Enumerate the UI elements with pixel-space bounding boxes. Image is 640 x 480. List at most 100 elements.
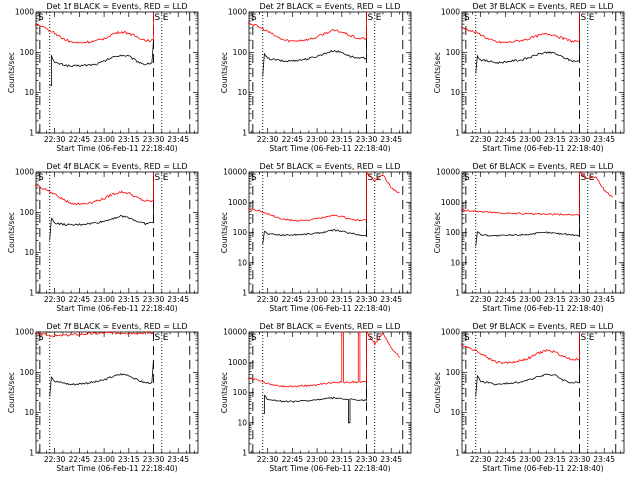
y-axis-label: Counts/sec xyxy=(220,372,229,413)
y-tick-label: 10 xyxy=(237,88,247,97)
y-tick-label: 1000 xyxy=(15,168,34,177)
x-tick-label: 23:15 xyxy=(118,135,140,144)
x-tick-label: 23:15 xyxy=(331,135,353,144)
x-tick-label: 23:45 xyxy=(167,295,189,304)
marker-e: E xyxy=(589,13,595,23)
x-tick-label: 23:15 xyxy=(118,455,140,464)
lld-series-line xyxy=(460,12,580,44)
y-tick-label: 100 xyxy=(20,208,35,217)
x-tick-label: 22:30 xyxy=(470,295,492,304)
marker-s: S xyxy=(155,173,161,183)
y-tick-label: 100 xyxy=(233,388,248,397)
x-tick-label: 22:45 xyxy=(69,135,91,144)
plot-frame xyxy=(461,11,625,134)
marker-s: S xyxy=(38,173,44,183)
x-tick-label: 23:15 xyxy=(544,135,566,144)
marker-s: S xyxy=(155,333,161,343)
y-tick-label: 10 xyxy=(450,88,460,97)
marker-e: E xyxy=(376,13,382,23)
y-tick-label: 100 xyxy=(233,228,248,237)
panel-5: Det 5f BLACK = Events, RED = LLD 1 10 100 10… xyxy=(220,162,412,313)
x-tick-label: 23:30 xyxy=(356,135,378,144)
events-series-line xyxy=(475,172,580,247)
panel-title: Det 9f BLACK = Events, RED = LLD xyxy=(472,322,613,331)
x-tick-label: 23:15 xyxy=(331,455,353,464)
events-series-line xyxy=(49,40,154,86)
x-tick-label: 23:30 xyxy=(569,455,591,464)
marker-s: S xyxy=(38,13,44,23)
lld-series-line xyxy=(460,171,613,216)
x-axis-label: Start Time (06-Feb-11 22:18:40) xyxy=(56,144,177,153)
y-tick-label: 10 xyxy=(24,408,34,417)
y-tick-label: 1 xyxy=(29,289,34,298)
marker-s: S xyxy=(464,173,470,183)
x-axis-label: Start Time (06-Feb-11 22:18:40) xyxy=(269,304,390,313)
panel-2: Det 2f BLACK = Events, RED = LLD 1 10 100 10… xyxy=(220,2,412,153)
x-axis-label: Start Time (06-Feb-11 22:18:40) xyxy=(56,464,177,473)
x-axis-label: Start Time (06-Feb-11 22:18:40) xyxy=(269,144,390,153)
x-tick-label: 23:15 xyxy=(118,295,140,304)
panel-1: Det 1f BLACK = Events, RED = LLD 1 10 100 10… xyxy=(7,2,199,153)
x-tick-label: 23:00 xyxy=(306,135,328,144)
x-tick-label: 22:45 xyxy=(282,135,304,144)
marker-s: S xyxy=(251,173,257,183)
y-tick-label: 1000 xyxy=(15,328,34,337)
marker-s: S xyxy=(464,333,470,343)
y-tick-label: 10000 xyxy=(223,168,247,177)
x-tick-label: 23:30 xyxy=(356,455,378,464)
x-tick-label: 23:30 xyxy=(143,295,165,304)
x-tick-label: 23:30 xyxy=(356,295,378,304)
lld-series-line xyxy=(247,12,367,43)
lld-series-line xyxy=(247,331,400,388)
plot-frame xyxy=(461,331,625,454)
x-tick-label: 22:45 xyxy=(495,135,517,144)
y-tick-label: 100 xyxy=(446,48,461,57)
marker-s: S xyxy=(581,173,587,183)
x-tick-label: 23:45 xyxy=(593,135,615,144)
y-tick-label: 10 xyxy=(24,88,34,97)
marker-s: S xyxy=(251,333,257,343)
marker-e: E xyxy=(163,13,169,23)
events-series-line xyxy=(475,12,580,74)
y-tick-label: 10 xyxy=(237,258,247,267)
marker-s: S xyxy=(38,333,44,343)
y-tick-label: 100 xyxy=(20,48,35,57)
marker-e: E xyxy=(589,333,595,343)
y-tick-label: 1000 xyxy=(15,8,34,17)
x-tick-label: 23:45 xyxy=(167,135,189,144)
y-axis-label: Counts/sec xyxy=(7,52,16,93)
y-tick-label: 1 xyxy=(455,129,460,138)
x-tick-label: 23:00 xyxy=(519,135,541,144)
x-tick-label: 22:30 xyxy=(257,295,279,304)
y-axis-label: Counts/sec xyxy=(220,52,229,93)
x-axis-label: Start Time (06-Feb-11 22:18:40) xyxy=(482,144,603,153)
x-tick-label: 22:45 xyxy=(495,295,517,304)
lld-series-line xyxy=(34,12,154,44)
y-axis-label: Counts/sec xyxy=(220,212,229,253)
plot-frame xyxy=(35,331,199,454)
x-tick-label: 22:30 xyxy=(44,455,66,464)
x-tick-label: 22:30 xyxy=(257,135,279,144)
y-tick-label: 1000 xyxy=(228,198,247,207)
y-tick-label: 100 xyxy=(233,48,248,57)
x-tick-label: 22:30 xyxy=(257,455,279,464)
y-tick-label: 100 xyxy=(20,368,35,377)
x-tick-label: 23:00 xyxy=(519,295,541,304)
y-tick-label: 1 xyxy=(455,289,460,298)
panel-4: Det 4f BLACK = Events, RED = LLD 1 10 100 10… xyxy=(7,162,199,313)
plot-frame xyxy=(248,331,412,454)
y-tick-label: 10 xyxy=(450,408,460,417)
lld-series-line xyxy=(34,172,154,205)
x-tick-label: 23:45 xyxy=(167,455,189,464)
y-tick-label: 10 xyxy=(237,418,247,427)
x-tick-label: 23:00 xyxy=(93,455,115,464)
x-tick-label: 23:00 xyxy=(306,295,328,304)
panel-6: Det 6f BLACK = Events, RED = LLD 1 10 100 10… xyxy=(433,162,625,313)
plot-frame xyxy=(35,171,199,294)
plot-frame xyxy=(35,11,199,134)
panel-title: Det 7f BLACK = Events, RED = LLD xyxy=(46,322,187,331)
x-tick-label: 23:15 xyxy=(544,295,566,304)
x-tick-label: 22:45 xyxy=(69,455,91,464)
y-axis-label: Counts/sec xyxy=(433,52,442,93)
y-tick-label: 1 xyxy=(29,129,34,138)
